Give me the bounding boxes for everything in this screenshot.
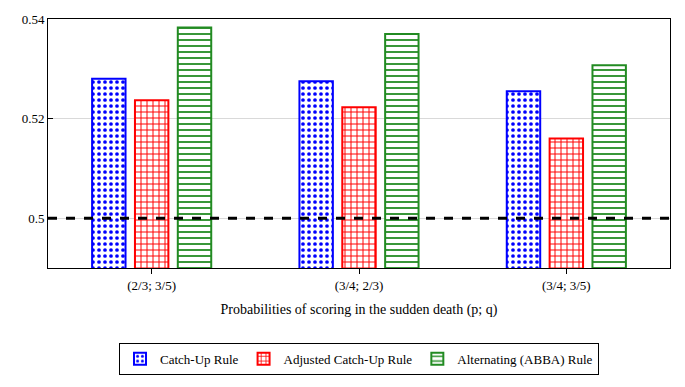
svg-text:Probabilities of scoring in th: Probabilities of scoring in the sudden d… (221, 302, 498, 318)
svg-text:Alternating (ABBA) Rule: Alternating (ABBA) Rule (457, 352, 592, 367)
svg-text:0.54: 0.54 (22, 12, 45, 27)
svg-text:(2/3; 3/5): (2/3; 3/5) (127, 278, 176, 293)
svg-text:Adjusted Catch-Up Rule: Adjusted Catch-Up Rule (284, 352, 413, 367)
svg-text:(3/4; 2/3): (3/4; 2/3) (335, 278, 384, 293)
svg-text:0.5: 0.5 (28, 211, 44, 226)
svg-text:Catch-Up Rule: Catch-Up Rule (160, 352, 239, 367)
svg-text:0.52: 0.52 (22, 111, 45, 126)
svg-text:(3/4; 3/5): (3/4; 3/5) (542, 278, 591, 293)
